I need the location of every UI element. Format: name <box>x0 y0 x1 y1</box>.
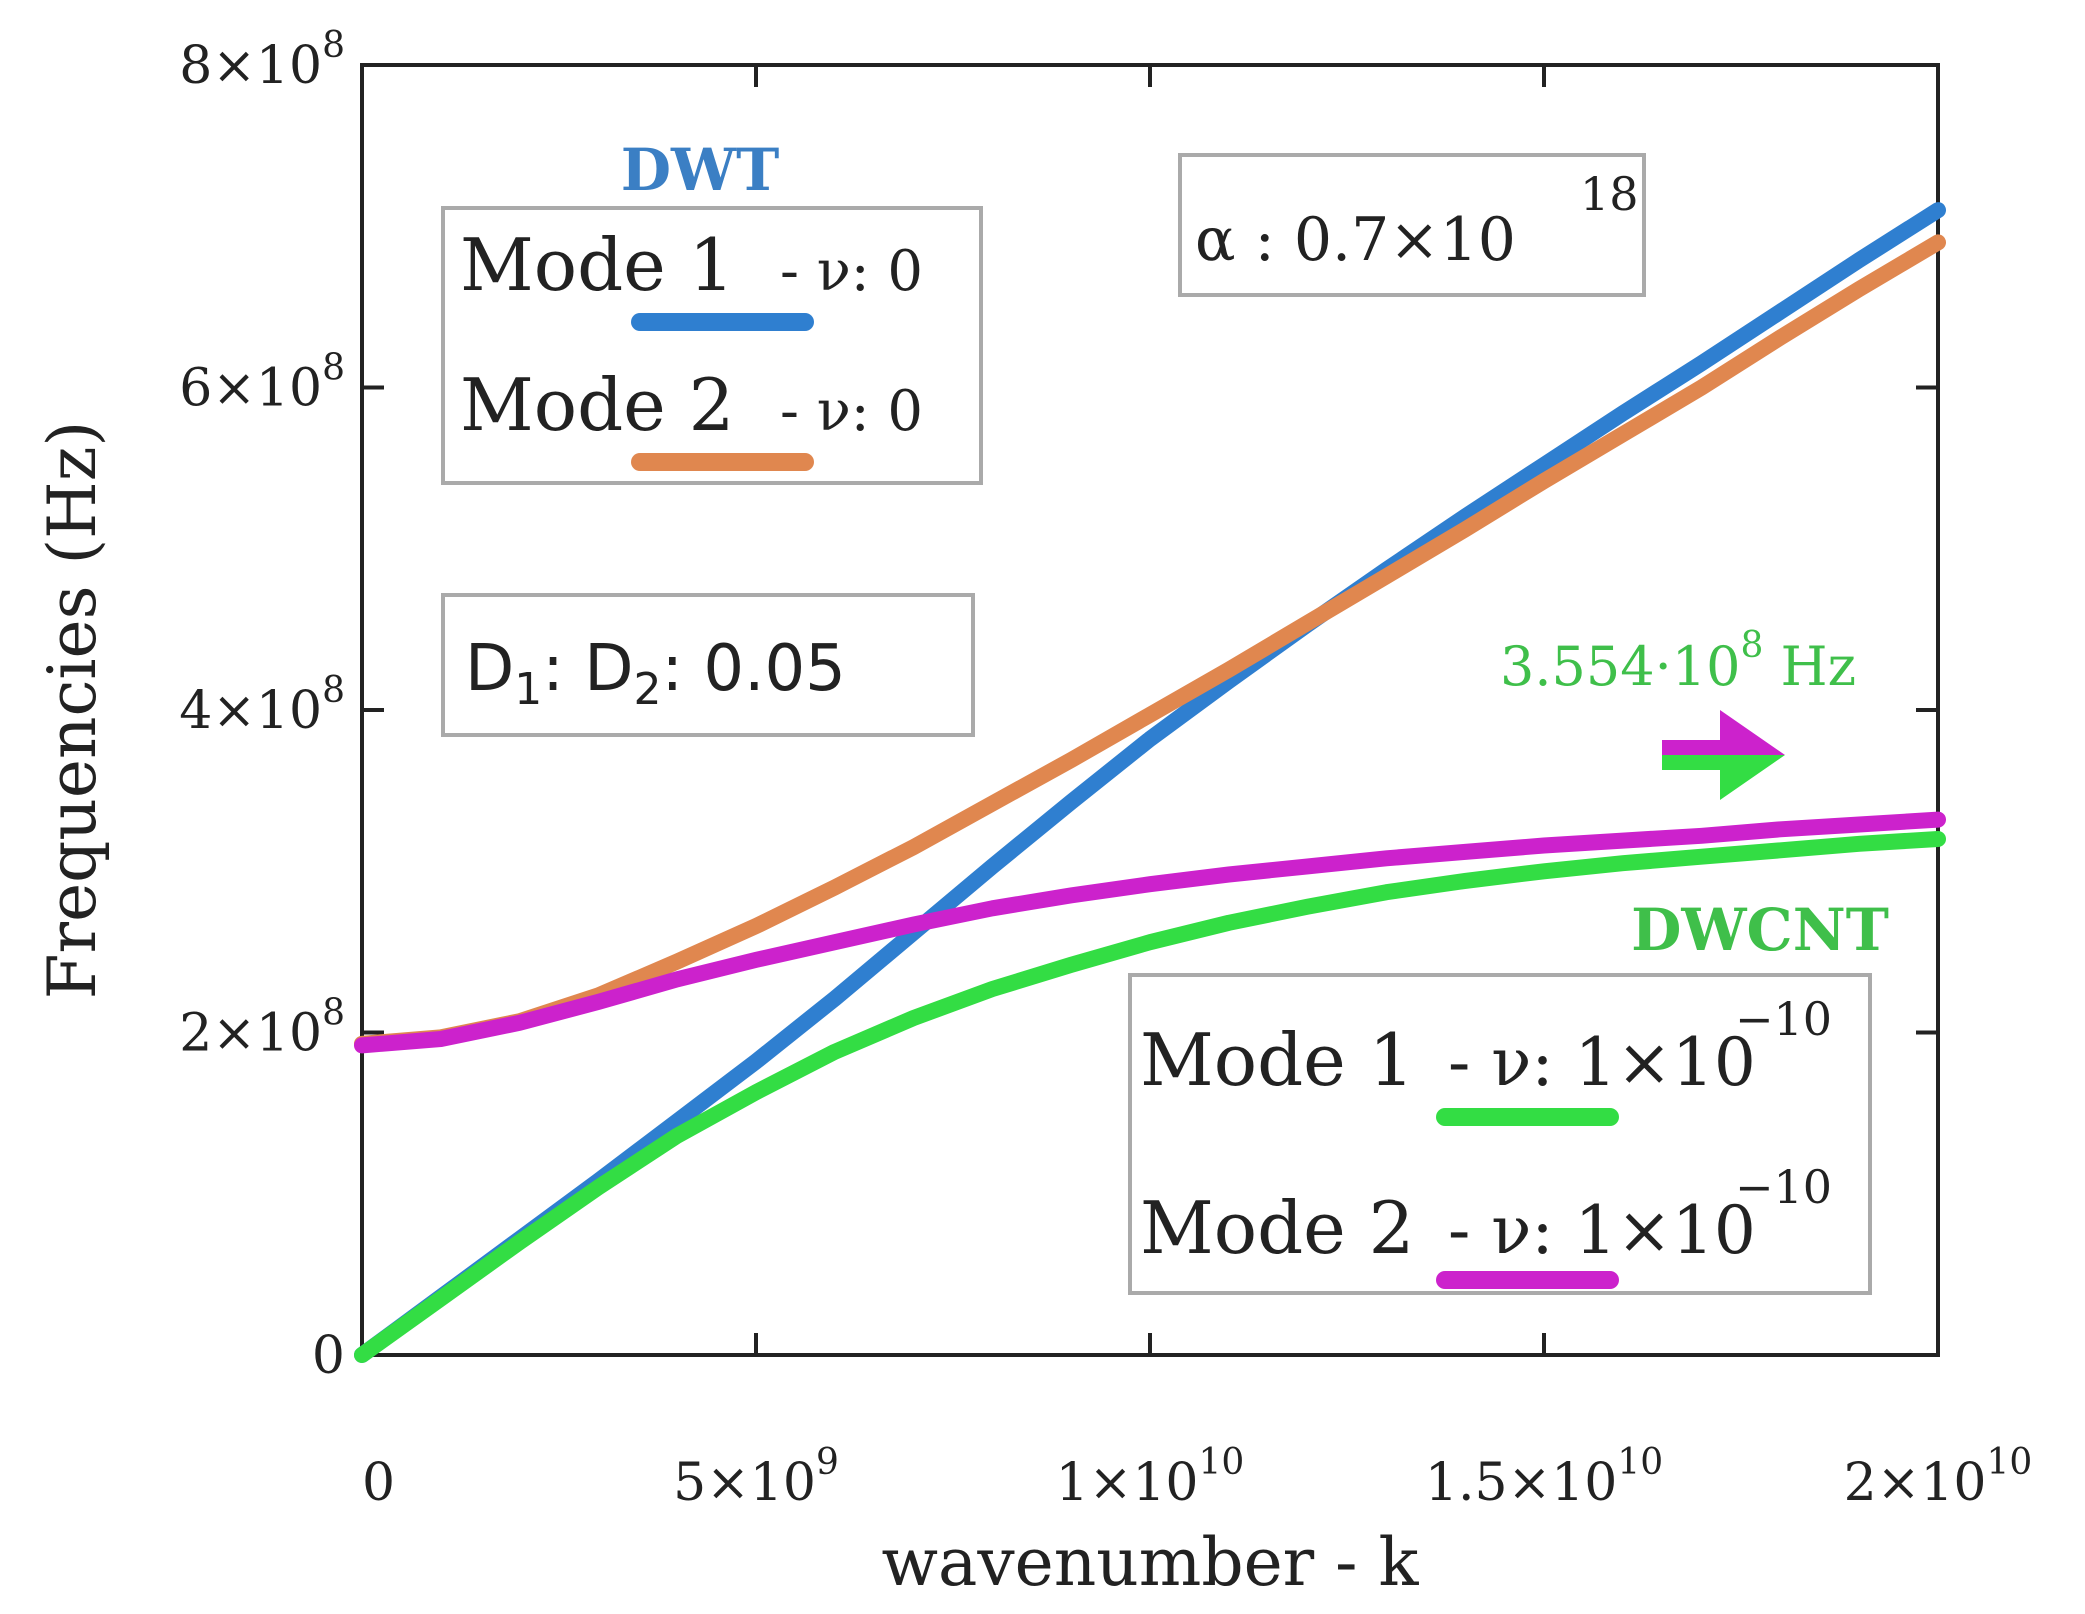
x-tick-label: 1.5×1010 <box>1425 1442 1663 1513</box>
dwcnt-mode2-exp: −10 <box>1735 1160 1832 1214</box>
dwcnt-mode1-nu: - ν: 1×10 <box>1448 1024 1756 1101</box>
dwcnt-legend-box <box>1128 973 1872 1295</box>
dwcnt-mode2-nu: - ν: 1×10 <box>1448 1192 1756 1269</box>
ratio-box-frame <box>441 593 975 737</box>
axis-ticks: 0 5×109 1×1010 1.5×1010 2×1010 0 2×108 4×108 6×1… <box>179 25 2032 1513</box>
ratio-sub1: 1 <box>514 664 542 715</box>
dwt-mode1-label: Mode 1 <box>460 223 734 307</box>
asymptote-label: 3.554·108 Hz <box>1500 625 1856 698</box>
ratio-mid: : D <box>542 632 633 706</box>
dwt-mode2-label: Mode 2 <box>460 363 734 447</box>
y-tick-label: 4×108 <box>179 670 345 741</box>
alpha-box: α : 0.7×10 18 <box>1178 153 1646 297</box>
asymptote-exp: 8 <box>1740 625 1763 666</box>
y-tick-label: 6×108 <box>179 348 345 419</box>
asymptote-annotation: 3.554·108 Hz <box>1500 625 1856 800</box>
alpha-box-frame <box>1178 153 1646 297</box>
y-tick-label: 8×108 <box>179 25 345 96</box>
dwcnt-title: DWCNT <box>1631 896 1889 964</box>
y-tick-label: 2×108 <box>179 993 345 1064</box>
ratio-label: D1: D2: 0.05 <box>465 632 846 715</box>
ratio-d1: D <box>465 632 514 706</box>
x-tick-label: 0 <box>362 1453 395 1513</box>
dwt-mode2-nu: - ν: 0 <box>780 379 923 444</box>
dwcnt-legend: Mode 1 - ν: 1×10 −10 Mode 2 - ν: 1×10 −1… <box>1128 973 1872 1295</box>
dwt-legend-box <box>441 206 983 485</box>
asymptote-arrow-green <box>1662 755 1785 800</box>
asymptote-arrow-magenta <box>1662 710 1785 755</box>
dwcnt-mode2-label: Mode 2 <box>1140 1186 1414 1270</box>
ratio-rest: : 0.05 <box>661 632 845 706</box>
x-tick-label: 1×1010 <box>1056 1442 1245 1513</box>
dwcnt-mode1-label: Mode 1 <box>1140 1018 1414 1102</box>
ratio-box: D1: D2: 0.05 <box>441 593 975 737</box>
series-line-3 <box>354 831 1946 1363</box>
series-line-4 <box>354 811 1946 1054</box>
x-tick-label: 2×1010 <box>1844 1442 2033 1513</box>
y-tick-label: 0 <box>312 1326 345 1386</box>
x-tick-label: 5×109 <box>673 1442 839 1513</box>
series-layer <box>354 202 1946 1363</box>
asymptote-value: 3.554·10 <box>1500 635 1740 698</box>
asymptote-unit: Hz <box>1763 635 1856 698</box>
x-axis-title: wavenumber - k <box>882 1524 1420 1601</box>
alpha-exp: 18 <box>1580 167 1639 221</box>
dwt-legend: Mode 1 - ν: 0 Mode 2 - ν: 0 <box>441 206 983 485</box>
ratio-sub2: 2 <box>633 664 661 715</box>
series-line-2 <box>354 234 1946 1052</box>
dwt-title: DWT <box>621 136 780 204</box>
y-axis-title: Frequencies (Hz) <box>34 421 111 1000</box>
dwcnt-mode1-exp: −10 <box>1735 992 1832 1046</box>
alpha-label: α : 0.7×10 <box>1195 205 1516 275</box>
dwt-mode1-nu: - ν: 0 <box>780 239 923 304</box>
